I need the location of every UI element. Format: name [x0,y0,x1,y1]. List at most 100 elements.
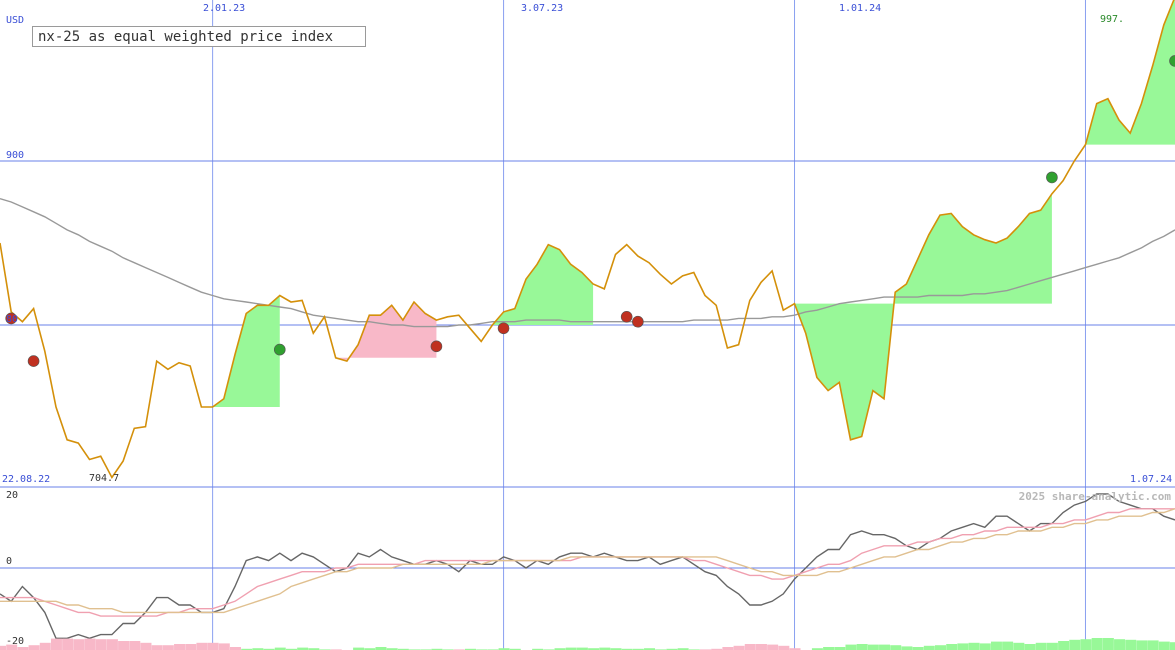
osc-bar [1170,642,1175,650]
osc-bar [845,644,857,650]
signal-marker [430,340,443,353]
osc-bar [621,648,633,650]
osc-bar [50,638,62,650]
osc-bar [767,644,779,650]
osc-bar [375,647,387,650]
osc-bar [1114,639,1126,650]
osc-bar [856,644,868,650]
signal-marker [632,315,644,328]
osc-bar [1013,642,1025,650]
osc-bar [1080,639,1092,650]
signal-area [1085,0,1175,145]
osc-bar [576,647,588,650]
signal-line-1-line [0,508,1175,617]
osc-bar [274,647,286,650]
currency-label: USD [6,15,25,26]
osc-bar [733,645,745,650]
signal-line-2-line [0,508,1175,614]
osc-bar [968,642,980,650]
osc-bar [957,643,969,650]
osc-bar [1147,640,1159,650]
osc-bar [532,648,544,650]
osc-bar [465,648,476,650]
osc-bar [990,641,1002,650]
osc-bar [599,647,611,650]
osc-bar [867,644,879,650]
x-tick-label-4: 1.07.24 [1130,474,1173,485]
osc-bar [140,642,152,650]
osc-bar [28,645,40,650]
osc-bar [644,648,656,650]
osc-bar [979,643,991,650]
oscillator-line [0,493,1175,640]
signal-area [794,193,1052,440]
osc-bar [6,644,18,650]
osc-bar [151,645,163,650]
x-tick-label-2: 3.07.23 [521,3,564,14]
osc-bar [95,639,107,650]
osc-bar [196,642,208,650]
osc-bar [789,648,801,650]
watermark: 2025 share-analytic.com [1018,490,1171,503]
osc-bar [218,643,230,650]
osc-bar [823,647,835,650]
price-line [0,0,1175,480]
osc-bar [106,639,118,650]
osc-bar [162,645,174,650]
osc-bar [744,644,756,650]
osc-bar [1136,640,1148,650]
osc-bar [1158,641,1170,650]
signal-marker [1046,171,1058,184]
osc-bar [207,642,219,650]
osc-bar [230,647,241,650]
osc-bar [890,645,902,650]
osc-bar [935,645,946,650]
osc-bar [509,648,521,650]
osc-bar [308,648,320,650]
osc-tick-label-0: 0 [6,556,13,567]
osc-bar [879,644,891,650]
osc-bar [1102,638,1114,650]
osc-bar [666,648,678,650]
osc-bar [0,645,6,650]
osc-bar [62,638,74,650]
osc-bar [185,644,197,650]
signal-marker [620,310,633,323]
osc-bar [711,648,723,650]
osc-bar [129,641,141,650]
moving-average-line [0,198,1175,328]
osc-bar [241,648,253,650]
osc-bar [17,647,29,650]
osc-bar [263,648,275,650]
osc-bar [73,639,85,650]
osc-bar [946,644,958,650]
osc-tick-label-20: 20 [6,490,19,501]
osc-bar [722,647,734,650]
osc-bar [1046,642,1058,650]
x-tick-label-0: 22.08.22 [2,474,51,485]
osc-bar [901,646,913,650]
chart-title: nx-25 as equal weighted price index [32,26,366,47]
osc-bar [297,647,309,650]
osc-bar [1002,641,1014,650]
signal-areas [212,0,1175,440]
signal-marker [27,355,40,367]
osc-bar [174,644,186,650]
osc-bar [364,648,376,650]
y-tick-label-800: 80 [6,314,19,325]
osc-bar [1069,639,1081,650]
y-tick-label-900: 900 [6,150,25,161]
osc-bar [912,647,924,650]
osc-bar [118,641,130,650]
osc-bar [1125,639,1137,650]
osc-bar [778,645,790,650]
osc-bar [386,648,398,650]
min-value-label: 704.7 [89,473,120,484]
osc-bar [1058,641,1070,650]
osc-bar [811,648,823,650]
osc-bar [84,638,96,650]
osc-bar [565,647,577,650]
osc-bar [397,648,409,650]
